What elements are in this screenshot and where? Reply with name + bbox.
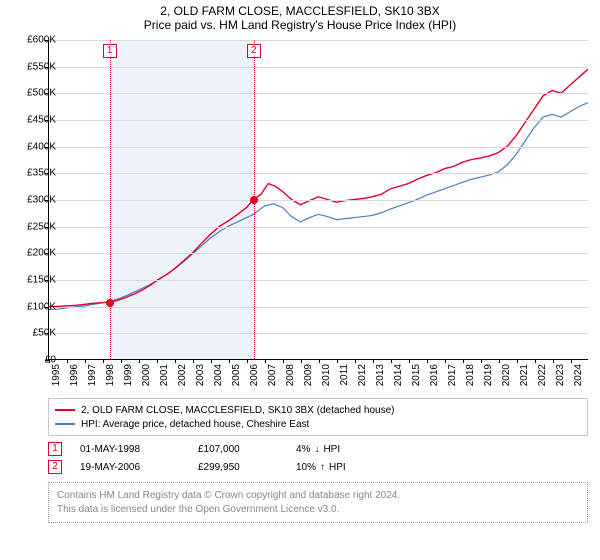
marker-dot-2 xyxy=(250,196,258,204)
gridline-h xyxy=(49,173,588,174)
marker-box-2: 2 xyxy=(247,44,261,58)
y-axis-label: £100K xyxy=(12,301,56,312)
y-axis-label: £400K xyxy=(12,141,56,152)
sale-delta-pct-2: 10% xyxy=(296,462,316,473)
sale-date-2: 19-MAY-2006 xyxy=(80,462,180,473)
x-axis-label: 2015 xyxy=(411,364,422,394)
footer-line2: This data is licensed under the Open Gov… xyxy=(57,503,579,517)
gridline-h xyxy=(49,93,588,94)
x-axis-label: 2021 xyxy=(519,364,530,394)
gridline-h xyxy=(49,333,588,334)
x-axis-label: 1995 xyxy=(51,364,62,394)
sale-events-table: 1 01-MAY-1998 £107,000 4% ↓ HPI 2 19-MAY… xyxy=(48,440,588,476)
x-axis-label: 2019 xyxy=(483,364,494,394)
gridline-h xyxy=(49,307,588,308)
x-axis-label: 2012 xyxy=(357,364,368,394)
gridline-h xyxy=(49,253,588,254)
sale-delta-pct-1: 4% xyxy=(296,444,310,455)
gridline-h xyxy=(49,40,588,41)
sale-row-1: 1 01-MAY-1998 £107,000 4% ↓ HPI xyxy=(48,440,588,458)
legend-label-price-paid: 2, OLD FARM CLOSE, MACCLESFIELD, SK10 3B… xyxy=(81,405,394,416)
y-axis-label: £550K xyxy=(12,61,56,72)
y-axis-label: £450K xyxy=(12,115,56,126)
sale-row-2: 2 19-MAY-2006 £299,950 10% ↑ HPI xyxy=(48,458,588,476)
gridline-h xyxy=(49,227,588,228)
arrow-up-icon: ↑ xyxy=(320,462,325,473)
x-axis-label: 2024 xyxy=(573,364,584,394)
title-address: 2, OLD FARM CLOSE, MACCLESFIELD, SK10 3B… xyxy=(0,4,600,18)
y-axis-label: £500K xyxy=(12,88,56,99)
x-axis-label: 2020 xyxy=(501,364,512,394)
x-axis-label: 2016 xyxy=(429,364,440,394)
series-price_paid xyxy=(49,69,588,307)
x-axis-label: 2017 xyxy=(447,364,458,394)
marker-dot-1 xyxy=(106,299,114,307)
y-axis-label: £200K xyxy=(12,248,56,259)
y-axis-label: £350K xyxy=(12,168,56,179)
y-axis-label: £150K xyxy=(12,275,56,286)
sale-price-1: £107,000 xyxy=(198,444,278,455)
gridline-h xyxy=(49,280,588,281)
legend-swatch-hpi xyxy=(55,423,75,425)
gridline-h xyxy=(49,67,588,68)
x-axis-label: 2000 xyxy=(141,364,152,394)
gridline-h xyxy=(49,147,588,148)
legend-item-price-paid: 2, OLD FARM CLOSE, MACCLESFIELD, SK10 3B… xyxy=(55,403,581,417)
x-axis-label: 2009 xyxy=(303,364,314,394)
gridline-h xyxy=(49,120,588,121)
y-axis-label: £250K xyxy=(12,221,56,232)
y-axis-label: £600K xyxy=(12,35,56,46)
x-axis-label: 1998 xyxy=(105,364,116,394)
chart-title-block: 2, OLD FARM CLOSE, MACCLESFIELD, SK10 3B… xyxy=(0,0,600,34)
x-axis-label: 2008 xyxy=(285,364,296,394)
series-hpi xyxy=(49,103,588,310)
footer-line1: Contains HM Land Registry data © Crown c… xyxy=(57,489,579,503)
x-axis-label: 2011 xyxy=(339,364,350,394)
x-axis-label: 2001 xyxy=(159,364,170,394)
legend-swatch-price-paid xyxy=(55,409,75,411)
x-axis-label: 2006 xyxy=(249,364,260,394)
x-axis-label: 2023 xyxy=(555,364,566,394)
sale-marker-1: 1 xyxy=(48,442,62,456)
sale-delta-1: 4% ↓ HPI xyxy=(296,444,396,455)
gridline-h xyxy=(49,200,588,201)
sale-marker-2: 2 xyxy=(48,460,62,474)
title-subtitle: Price paid vs. HM Land Registry's House … xyxy=(0,18,600,32)
chart-plot-area: 12 xyxy=(48,40,588,360)
x-axis-label: 2005 xyxy=(231,364,242,394)
x-axis-label: 2014 xyxy=(393,364,404,394)
x-axis-label: 1996 xyxy=(69,364,80,394)
x-axis-label: 1997 xyxy=(87,364,98,394)
marker-box-1: 1 xyxy=(103,44,117,58)
x-axis-label: 2007 xyxy=(267,364,278,394)
x-axis-label: 2018 xyxy=(465,364,476,394)
y-axis-label: £300K xyxy=(12,195,56,206)
sale-delta-vs-1: HPI xyxy=(323,444,340,455)
y-axis-label: £0 xyxy=(12,355,56,366)
x-axis-label: 2022 xyxy=(537,364,548,394)
legend-label-hpi: HPI: Average price, detached house, Ches… xyxy=(81,419,309,430)
x-axis-label: 2003 xyxy=(195,364,206,394)
x-axis-label: 1999 xyxy=(123,364,134,394)
chart-legend: 2, OLD FARM CLOSE, MACCLESFIELD, SK10 3B… xyxy=(48,398,588,436)
sale-price-2: £299,950 xyxy=(198,462,278,473)
sale-delta-vs-2: HPI xyxy=(329,462,346,473)
arrow-down-icon: ↓ xyxy=(314,444,319,455)
legend-item-hpi: HPI: Average price, detached house, Ches… xyxy=(55,417,581,431)
license-footer: Contains HM Land Registry data © Crown c… xyxy=(48,482,588,523)
sale-date-1: 01-MAY-1998 xyxy=(80,444,180,455)
y-axis-label: £50K xyxy=(12,328,56,339)
sale-delta-2: 10% ↑ HPI xyxy=(296,462,396,473)
x-axis-label: 2013 xyxy=(375,364,386,394)
marker-vline xyxy=(110,40,111,359)
x-axis-label: 2002 xyxy=(177,364,188,394)
x-axis-label: 2010 xyxy=(321,364,332,394)
x-axis-label: 2004 xyxy=(213,364,224,394)
